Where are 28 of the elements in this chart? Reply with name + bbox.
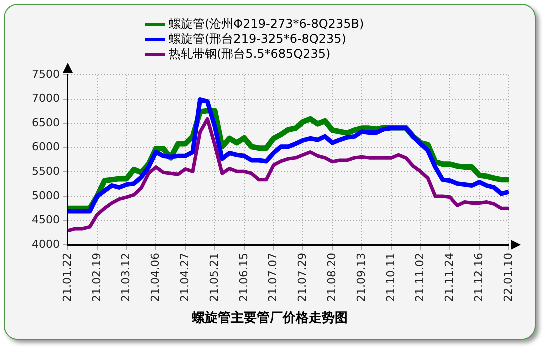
x-tick-label: 21.01.22 xyxy=(60,253,74,302)
legend-label: 热轧带钢(邢台5.5*685Q235) xyxy=(169,47,331,62)
x-tick-label: 21.04.27 xyxy=(178,253,192,302)
text: 螺旋管主要管厂价格走势图 xyxy=(190,310,349,327)
x-tick-label: 21.08.20 xyxy=(325,253,338,302)
x-tick-label: 21.06.15 xyxy=(237,253,250,302)
y-tick-label: 5500 xyxy=(32,165,60,178)
x-tick-label: 21.07.29 xyxy=(296,253,310,302)
x-tick-label: 21.05.21 xyxy=(208,253,221,302)
x-tick-label: 21.12.16 xyxy=(472,253,486,302)
x-tick-label: 21.02.19 xyxy=(90,253,104,302)
x-tick-label: 21.04.06 xyxy=(149,253,162,302)
x-tick-label: 22.01.10 xyxy=(502,253,515,302)
y-tick-label: 5000 xyxy=(32,189,60,202)
y-tick-label: 6000 xyxy=(32,140,60,154)
y-tick-label: 7000 xyxy=(32,92,60,106)
x-tick-label: 21.07.07 xyxy=(266,253,280,302)
legend-label: 螺旋管(邢台219-325*6-8Q235) xyxy=(169,32,346,47)
x-tick-label: 21.09.13 xyxy=(354,253,368,302)
x-tick-label: 21.11.02 xyxy=(414,253,427,302)
y-tick-label: 7500 xyxy=(32,68,60,81)
y-tick-label: 4500 xyxy=(32,214,60,227)
x-tick-label: 21.11.24 xyxy=(443,253,456,302)
x-tick-label: 21.10.11 xyxy=(384,253,398,302)
y-tick-label: 6500 xyxy=(32,116,60,130)
x-tick-label: 21.03.12 xyxy=(120,253,133,302)
y-tick-label: 4000 xyxy=(32,238,60,251)
legend-label: 螺旋管(沧州Φ219-273*6-8Q235B) xyxy=(169,17,364,32)
